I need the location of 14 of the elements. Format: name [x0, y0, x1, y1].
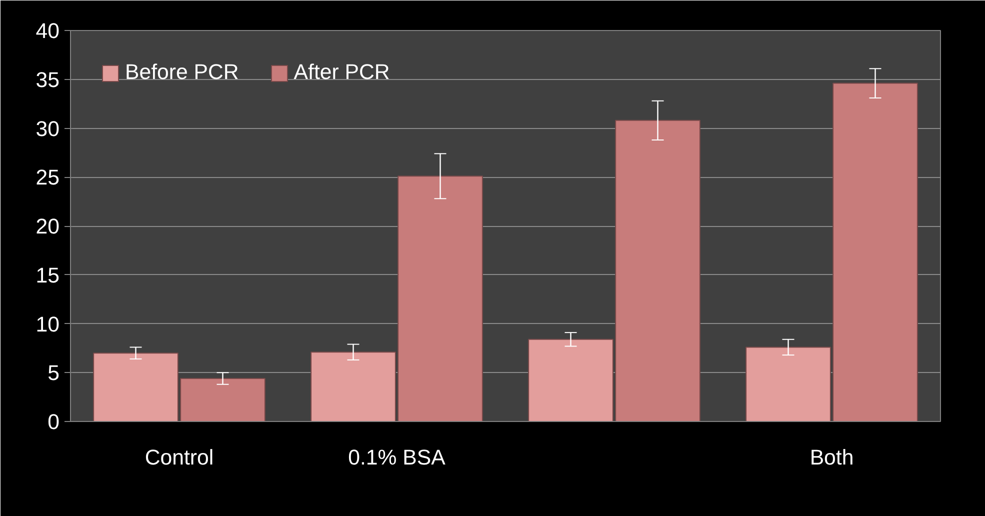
x-tick-label: Control — [144, 446, 214, 470]
y-tick-label: 30 — [36, 116, 60, 141]
x-tick-label: Both — [810, 446, 854, 470]
x-tick-label: 0.1% BSA — [348, 446, 446, 470]
y-tick-label: 40 — [36, 19, 60, 43]
y-tick-label: 0 — [48, 410, 60, 434]
legend-label: Before PCR — [125, 60, 239, 85]
y-tick-label: 15 — [36, 263, 60, 288]
y-tick-label: 10 — [36, 312, 60, 336]
legend-label: After PCR — [294, 60, 390, 85]
y-tick-label: 20 — [36, 214, 60, 238]
y-tick-label: 25 — [36, 166, 60, 190]
y-tick-label: 35 — [36, 68, 60, 92]
y-tick-label: 5 — [48, 361, 60, 386]
